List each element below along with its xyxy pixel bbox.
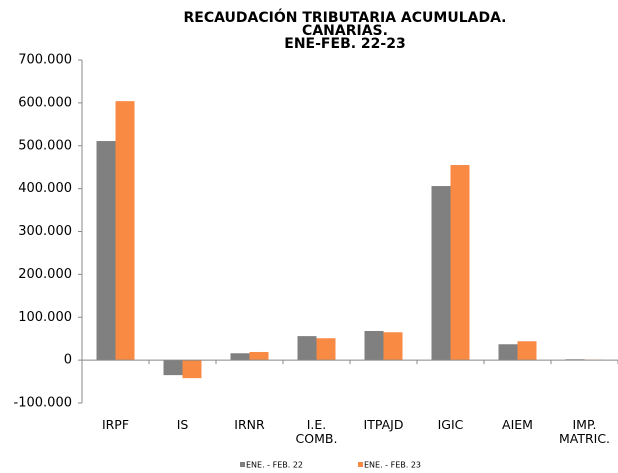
y-tick-label: 0 (64, 353, 72, 368)
bar (163, 360, 183, 376)
y-tick-label: 700.000 (18, 53, 72, 68)
bar (115, 101, 135, 361)
chart-title: ENE-FEB. 22-23 (284, 36, 405, 52)
bar (316, 338, 336, 361)
y-tick-label: 600.000 (18, 95, 72, 110)
x-tick-label: IGIC (437, 417, 464, 432)
x-tick-label: IS (176, 417, 189, 432)
x-tick-label: AIEM (502, 417, 533, 432)
chart-title: RECAUDACIÓN TRIBUTARIA ACUMULADA. (184, 8, 507, 26)
bar (364, 330, 384, 361)
x-tick-label: IMP. MATRIC. (558, 417, 611, 446)
x-tick-label: IRNR (234, 417, 265, 432)
legend-label: ENE. - FEB. 23 (364, 461, 421, 470)
legend-swatch (240, 462, 245, 467)
bar (450, 165, 470, 361)
y-tick-label: 500.000 (18, 138, 72, 153)
bar (249, 351, 269, 361)
chart-title: CANARIAS. (302, 23, 388, 39)
y-tick-label: 100.000 (18, 310, 72, 325)
y-tick-label: 200.000 (18, 267, 72, 282)
legend-swatch (358, 462, 363, 467)
x-tick-label: I.E. COMB. (295, 417, 338, 446)
x-tick-label: ITPAJD (363, 417, 404, 432)
bar (517, 341, 537, 361)
bar (230, 353, 250, 361)
bar (498, 344, 518, 361)
y-tick-label: -100.000 (14, 396, 72, 411)
x-tick-label: IRPF (101, 417, 130, 432)
bar (297, 336, 317, 361)
bar (383, 332, 403, 361)
y-tick-label: 300.000 (18, 224, 72, 239)
legend-label: ENE. - FEB. 22 (246, 461, 303, 470)
bar (96, 141, 116, 361)
y-tick-label: 400.000 (18, 181, 72, 196)
bar (182, 360, 202, 379)
bar (431, 186, 451, 361)
